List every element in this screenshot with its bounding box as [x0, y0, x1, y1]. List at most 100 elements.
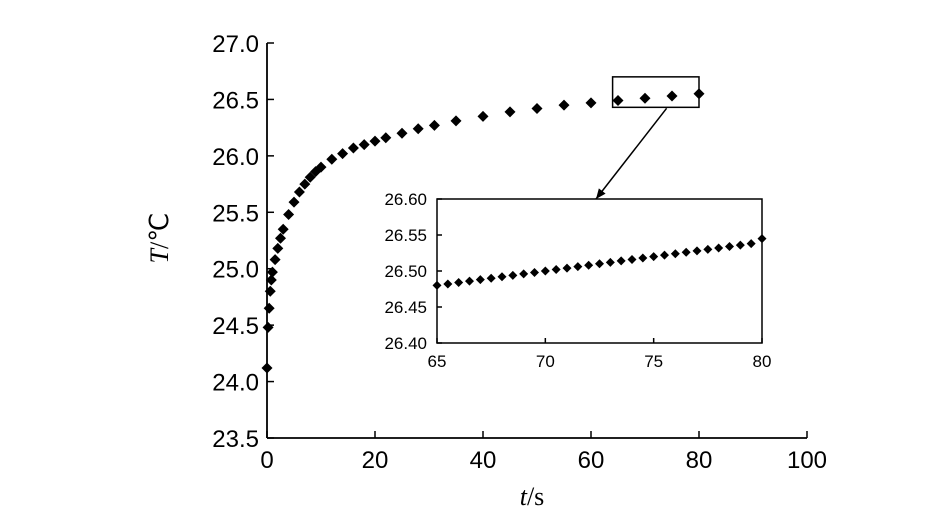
- inset-y-tick-label: 26.40: [384, 334, 427, 353]
- main-data-point: [293, 186, 305, 198]
- main-y-tick-label: 25.0: [212, 257, 259, 284]
- main-data-point: [450, 115, 462, 127]
- main-x-tick-label: 100: [787, 447, 827, 474]
- inset-data-point: [638, 253, 648, 263]
- y-axis-variable: T: [145, 247, 174, 263]
- inset-x-tick-label: 80: [753, 352, 772, 371]
- zoom-box: [611, 76, 700, 109]
- inset-data-point: [551, 265, 561, 275]
- main-data-point: [558, 99, 570, 111]
- main-x-tick-label: 60: [578, 447, 605, 474]
- inset-x-tick-label: 65: [428, 352, 447, 371]
- main-data-point: [358, 139, 370, 151]
- main-data-point: [299, 178, 311, 190]
- inset-data-point: [530, 267, 539, 277]
- main-y-tick-label: 27.0: [212, 31, 259, 58]
- inset-axes: 26.40 26.45 26.50 26.55 26.60 65 70 75 80: [384, 190, 771, 371]
- main-data-point: [326, 153, 338, 165]
- inset-data-point: [616, 256, 626, 266]
- inset-data-point: [443, 279, 453, 289]
- inset-y-tick-label: 26.60: [384, 190, 427, 209]
- inset-data-point: [595, 259, 604, 269]
- inset-data-point: [465, 276, 474, 286]
- main-data-point: [264, 285, 276, 297]
- main-y-tick-label: 23.5: [212, 426, 259, 453]
- x-axis-variable: t: [520, 482, 528, 511]
- main-data-point: [288, 196, 300, 208]
- main-x-tick-label: 20: [362, 447, 389, 474]
- main-data-point: [275, 232, 286, 244]
- main-data-point: [585, 97, 597, 109]
- main-data-point: [666, 90, 678, 102]
- main-data-point: [380, 132, 392, 144]
- main-x-tick-label: 40: [470, 447, 497, 474]
- main-data-point: [263, 302, 275, 314]
- zoom-arrow-head: [596, 188, 606, 199]
- main-y-tick-label: 24.5: [212, 313, 259, 340]
- inset-data-point: [757, 234, 767, 244]
- main-x-tick-label: 80: [686, 447, 713, 474]
- main-data-point: [272, 242, 284, 254]
- inset-data-point: [725, 242, 734, 252]
- inset-data-point: [670, 249, 680, 259]
- main-data-point: [315, 161, 327, 173]
- main-data-point: [639, 92, 651, 104]
- inset-data-point: [746, 239, 756, 249]
- inset-data-point: [486, 273, 496, 283]
- inset-data-point: [605, 257, 615, 267]
- x-axis-unit: /s: [527, 482, 544, 511]
- main-data-point: [412, 123, 424, 135]
- zoom-indicator: [595, 76, 700, 200]
- inset-data-point: [562, 263, 572, 273]
- main-data-point: [265, 274, 277, 286]
- inset-data-point: [475, 275, 485, 285]
- y-axis-unit: /℃: [145, 213, 174, 249]
- inset-data-point: [703, 244, 713, 254]
- main-data-point: [531, 102, 543, 114]
- main-data-point: [262, 321, 274, 333]
- inset-data-point: [540, 266, 550, 276]
- main-data-point: [266, 266, 278, 278]
- main-data-point: [477, 110, 489, 122]
- y-axis-title: T/℃: [145, 213, 174, 264]
- main-data-point: [612, 95, 624, 107]
- main-data-point: [304, 171, 316, 183]
- main-data-point: [347, 142, 359, 154]
- inset-y-tick-label: 26.55: [384, 226, 427, 245]
- main-y-tick-label: 24.0: [212, 370, 259, 397]
- inset-data-point: [627, 254, 637, 264]
- inset-data-point: [497, 272, 507, 282]
- inset-data-point: [454, 278, 464, 288]
- inset-data-point: [660, 250, 669, 260]
- inset-data-point: [519, 269, 529, 279]
- inset-data-point: [692, 246, 702, 256]
- x-axis-title: t/s: [520, 482, 545, 511]
- main-data-point: [277, 223, 289, 235]
- main-data-point: [428, 119, 440, 131]
- inset-data-point: [508, 270, 518, 280]
- main-data-point: [337, 148, 349, 160]
- main-y-tick-label: 25.5: [212, 200, 259, 227]
- main-x-tick-label: 0: [260, 447, 273, 474]
- inset-x-tick-label: 70: [536, 352, 555, 371]
- inset-data-point: [573, 262, 583, 272]
- inset-data-point: [584, 260, 594, 270]
- main-plot-points: [261, 88, 705, 374]
- inset-data-point: [432, 280, 442, 290]
- inset-x-tick-label: 75: [644, 352, 663, 371]
- inset-frame: [436, 198, 763, 344]
- main-axes: 23.5 24.0 24.5 25.0 25.5 26.0 26.5 27.0 0 20 40 60 8…: [212, 31, 827, 474]
- main-data-point: [504, 106, 516, 118]
- main-data-point: [283, 209, 295, 221]
- inset-y-tick-label: 26.50: [384, 262, 427, 281]
- main-data-point: [396, 127, 408, 139]
- zoom-arrow-line: [595, 107, 668, 200]
- inset-data-point: [681, 247, 691, 257]
- main-data-point: [261, 362, 273, 374]
- inset-data-point: [649, 252, 659, 262]
- main-y-tick-label: 26.5: [212, 87, 259, 114]
- main-data-point: [269, 254, 281, 266]
- inset-data-point: [714, 243, 724, 253]
